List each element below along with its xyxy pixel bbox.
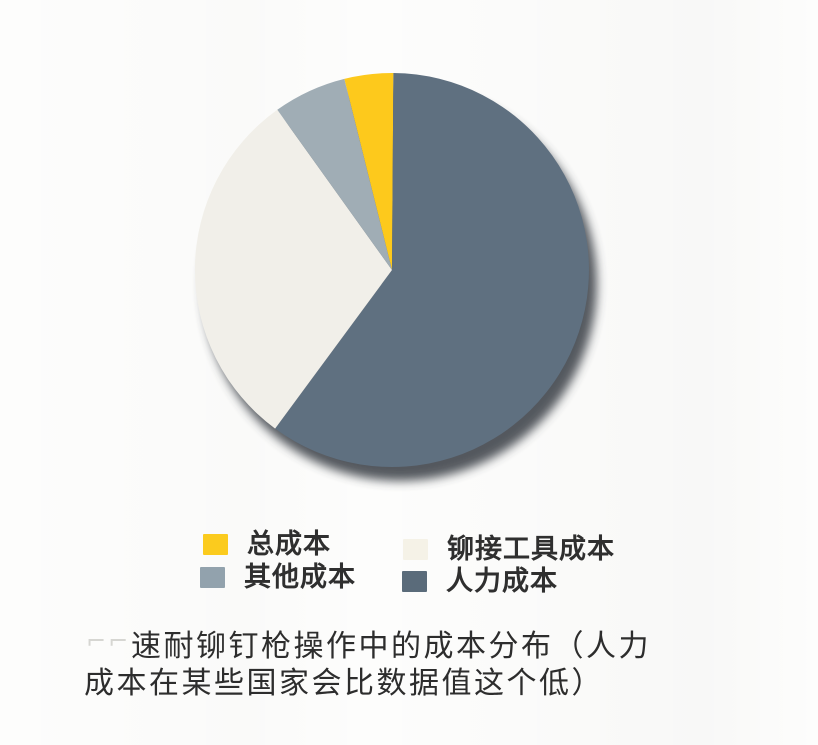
legend-swatch-labor-cost-icon [402,571,427,592]
legend-label-other-cost: 其他成本 [244,562,356,593]
legend-item-total-cost: 总成本 [203,531,331,558]
pie-slice-总成本 [344,72,394,270]
legend-label-riveting-tool-cost: 铆接工具成本 [447,534,615,565]
pie-slice-铆接工具成本 [194,109,392,429]
pie-slice-人力成本 [275,73,589,467]
legend-swatch-total-cost-icon [203,534,228,555]
legend-label-total-cost: 总成本 [247,529,331,560]
legend-swatch-riveting-tool-cost-icon [403,539,428,560]
faded-print-artifact: ⌐⌐ [86,627,131,655]
legend-label-labor-cost: 人力成本 [446,566,558,597]
legend-item-other-cost: 其他成本 [200,564,356,591]
chart-caption-line-1: 速耐铆钉枪操作中的成本分布（人力 [131,629,651,664]
legend-swatch-other-cost-icon [200,567,225,588]
chart-caption-line-2: 成本在某些国家会比数据值这个低） [84,666,604,701]
pie-slice-其他成本 [277,78,392,271]
legend-item-labor-cost: 人力成本 [402,568,558,595]
legend-item-riveting-tool-cost: 铆接工具成本 [403,536,615,563]
